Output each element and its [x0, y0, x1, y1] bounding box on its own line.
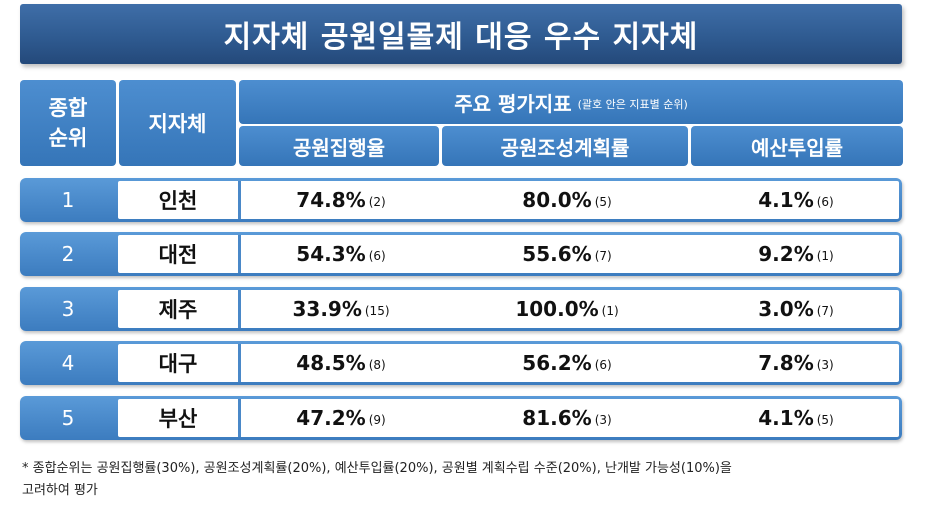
budget-value: 3.0%	[758, 297, 814, 321]
header-region: 지자체	[119, 80, 236, 166]
budget-value: 4.1%	[758, 188, 814, 212]
rank-cell: 5	[61, 406, 75, 430]
row-background	[118, 235, 899, 273]
budget-rank: (6)	[816, 195, 834, 209]
row-divider	[238, 344, 241, 382]
budget-cell: 4.1% (6)	[693, 181, 899, 219]
table-row: 2 대전 54.3% (6) 55.6% (7) 9.2% (1)	[20, 232, 902, 276]
park-plan-cell: 56.2% (6)	[444, 344, 690, 382]
park-execution-cell: 54.3% (6)	[241, 235, 441, 273]
row-divider	[238, 235, 241, 273]
table-row: 3 제주 33.9% (15) 100.0% (1) 3.0% (7)	[20, 287, 902, 331]
region-cell: 제주	[158, 298, 198, 322]
budget-cell: 9.2% (1)	[693, 235, 899, 273]
row-divider	[238, 290, 241, 328]
row-background	[118, 344, 899, 382]
park-plan-value: 80.0%	[522, 188, 592, 212]
park-plan-value: 55.6%	[522, 242, 592, 266]
header-col-budget: 예산투입률	[691, 126, 903, 166]
region-cell: 대구	[158, 352, 198, 376]
rank-cell: 1	[61, 188, 75, 212]
park-execution-value: 47.2%	[296, 406, 366, 430]
budget-value: 4.1%	[758, 406, 814, 430]
budget-rank: (5)	[816, 413, 834, 427]
budget-cell: 4.1% (5)	[693, 399, 899, 437]
header-main-label: 주요 평가지표	[454, 91, 572, 116]
park-plan-cell: 80.0% (5)	[444, 181, 690, 219]
park-plan-rank: (6)	[594, 358, 612, 372]
footnote-line1: * 종합순위는 공원집행률(30%), 공원조성계획률(20%), 예산투입률(…	[22, 461, 732, 476]
page-title: 지자체 공원일몰제 대응 우수 지자체	[223, 20, 699, 55]
header-rank-line2: 순위	[48, 126, 88, 150]
header-col-park-plan: 공원조성계획률	[442, 126, 688, 166]
header-col-park-execution: 공원집행율	[239, 126, 439, 166]
park-execution-value: 54.3%	[296, 242, 366, 266]
park-plan-value: 81.6%	[522, 406, 592, 430]
budget-rank: (7)	[816, 304, 834, 318]
row-divider	[238, 181, 241, 219]
header-col3-label: 예산투입률	[751, 135, 843, 160]
park-plan-value: 100.0%	[515, 297, 599, 321]
park-plan-rank: (7)	[594, 249, 612, 263]
park-execution-cell: 33.9% (15)	[241, 290, 441, 328]
budget-value: 7.8%	[758, 351, 814, 375]
rank-cell: 4	[61, 351, 75, 375]
footnote-line2: 고려하여 평가	[22, 483, 98, 498]
region-cell: 대전	[158, 243, 198, 267]
park-execution-cell: 48.5% (8)	[241, 344, 441, 382]
park-plan-rank: (5)	[594, 195, 612, 209]
park-execution-cell: 74.8% (2)	[241, 181, 441, 219]
header-col2-label: 공원조성계획률	[500, 135, 630, 160]
row-divider	[238, 399, 241, 437]
footnote: * 종합순위는 공원집행률(30%), 공원조성계획률(20%), 예산투입률(…	[22, 458, 912, 502]
budget-cell: 3.0% (7)	[693, 290, 899, 328]
park-execution-value: 74.8%	[296, 188, 366, 212]
region-cell: 인천	[158, 189, 198, 213]
header-col1-label: 공원집행율	[293, 135, 385, 160]
region-cell: 부산	[158, 407, 198, 431]
budget-rank: (1)	[816, 249, 834, 263]
park-execution-rank: (15)	[364, 304, 390, 318]
budget-cell: 7.8% (3)	[693, 344, 899, 382]
header-main-note: (괄호 안은 지표별 순위)	[577, 98, 688, 111]
budget-rank: (3)	[816, 358, 834, 372]
budget-value: 9.2%	[758, 242, 814, 266]
row-background	[118, 399, 899, 437]
title-banner: 지자체 공원일몰제 대응 우수 지자체	[20, 4, 902, 64]
park-execution-rank: (6)	[368, 249, 386, 263]
header-rank: 종합 순위	[20, 80, 116, 166]
park-execution-rank: (9)	[368, 413, 386, 427]
row-background	[118, 290, 899, 328]
park-plan-value: 56.2%	[522, 351, 592, 375]
header-main-indicators: 주요 평가지표 (괄호 안은 지표별 순위)	[239, 80, 903, 124]
header-rank-line1: 종합	[48, 96, 88, 120]
table-row: 5 부산 47.2% (9) 81.6% (3) 4.1% (5)	[20, 396, 902, 440]
park-plan-cell: 81.6% (3)	[444, 399, 690, 437]
table-row: 1 인천 74.8% (2) 80.0% (5) 4.1% (6)	[20, 178, 902, 222]
park-execution-cell: 47.2% (9)	[241, 399, 441, 437]
park-plan-rank: (1)	[601, 304, 619, 318]
rank-cell: 3	[61, 297, 75, 321]
park-plan-cell: 55.6% (7)	[444, 235, 690, 273]
rank-cell: 2	[61, 242, 75, 266]
park-plan-rank: (3)	[594, 413, 612, 427]
header-region-label: 지자체	[148, 112, 207, 136]
park-execution-value: 48.5%	[296, 351, 366, 375]
park-plan-cell: 100.0% (1)	[444, 290, 690, 328]
park-execution-value: 33.9%	[292, 297, 362, 321]
park-execution-rank: (8)	[368, 358, 386, 372]
table-row: 4 대구 48.5% (8) 56.2% (6) 7.8% (3)	[20, 341, 902, 385]
row-background	[118, 181, 899, 219]
park-execution-rank: (2)	[368, 195, 386, 209]
